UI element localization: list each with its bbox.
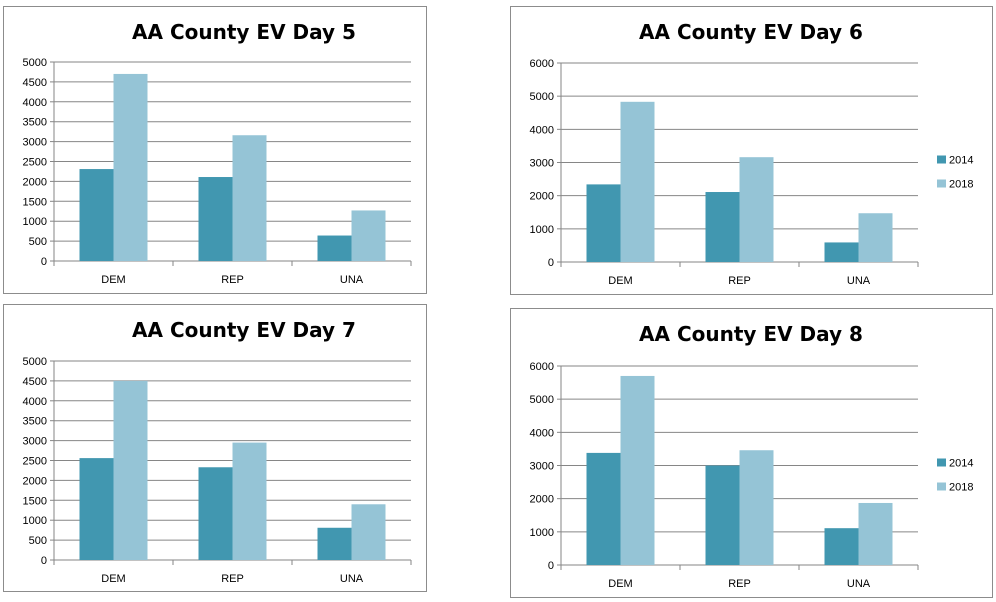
y-tick-label: 5000 (23, 356, 47, 368)
y-tick-label: 3000 (530, 158, 554, 170)
bar-2018-dem (113, 73, 148, 261)
y-tick-label: 500 (29, 236, 47, 248)
legend-swatch-2018 (937, 482, 946, 491)
y-tick-label: 1500 (23, 196, 47, 208)
y-tick-label: 2000 (23, 176, 47, 188)
bar-2018-dem (620, 101, 655, 263)
legend-swatch-2014 (937, 155, 946, 164)
y-tick-label: 6000 (530, 58, 554, 70)
x-tick-label: DEM (608, 275, 632, 287)
x-tick-label: UNA (847, 578, 871, 590)
x-tick-label: DEM (608, 578, 632, 590)
bar-2018-rep (232, 135, 267, 261)
bar-2014-una (317, 527, 352, 560)
chart-title: AA County EV Day 5 (132, 20, 356, 44)
y-tick-label: 2000 (530, 494, 554, 506)
legend-label-2018: 2018 (949, 482, 973, 494)
y-tick-label: 4000 (23, 97, 47, 109)
y-tick-label: 2000 (530, 191, 554, 203)
x-tick-label: UNA (847, 275, 871, 287)
x-tick-label: DEM (101, 274, 125, 286)
y-tick-label: 0 (41, 256, 47, 268)
bar-2018-una (858, 213, 893, 262)
bar-2018-una (858, 502, 893, 565)
bar-2014-una (824, 528, 859, 565)
bar-2014-rep (705, 465, 740, 565)
chart-svg-day8: AA County EV Day 8 0 1000 2000 3000 4000 5000 6… (530, 322, 974, 590)
y-tick-label: 4500 (23, 77, 47, 89)
chart-panel-day6: AA County EV Day 6 0 1000 2000 3000 4000 5000 6… (510, 6, 993, 295)
bar-2014-dem (586, 452, 621, 565)
y-tick-label: 2000 (23, 475, 47, 487)
bar-2014-una (824, 242, 859, 262)
bar-2018-una (351, 504, 386, 560)
bar-2014-dem (586, 184, 621, 262)
y-tick-label: 3000 (530, 461, 554, 473)
chart-panel-day5: AA County EV Day 5 0 500 1000 1500 2000 2500 30… (3, 6, 427, 294)
y-tick-label: 3500 (23, 416, 47, 428)
y-tick-label: 3000 (23, 137, 47, 149)
x-tick-label: REP (728, 275, 751, 287)
bar-2018-dem (113, 380, 148, 560)
x-tick-label: DEM (101, 573, 125, 585)
legend-label-2014: 2014 (949, 155, 973, 167)
bar-2018-una (351, 210, 386, 261)
y-tick-label: 1000 (530, 224, 554, 236)
y-tick-label: 5000 (23, 57, 47, 69)
chart-svg-day6: AA County EV Day 6 0 1000 2000 3000 4000 5000 6… (530, 20, 974, 287)
y-tick-label: 4000 (23, 396, 47, 408)
y-tick-label: 0 (41, 555, 47, 567)
chart-title: AA County EV Day 6 (639, 20, 863, 44)
y-tick-label: 0 (548, 257, 554, 269)
y-tick-label: 1500 (23, 495, 47, 507)
y-tick-label: 0 (548, 560, 554, 572)
chart-title: AA County EV Day 8 (639, 322, 863, 346)
x-tick-label: UNA (340, 573, 364, 585)
y-tick-label: 4500 (23, 376, 47, 388)
y-tick-label: 500 (29, 535, 47, 547)
y-tick-label: 3500 (23, 117, 47, 129)
legend-swatch-2014 (937, 458, 946, 467)
chart-panel-day7: AA County EV Day 7 0 500 1000 1500 2000 2500 30… (3, 304, 427, 592)
bar-2014-dem (79, 458, 114, 560)
bar-2018-rep (739, 450, 774, 565)
x-tick-label: UNA (340, 274, 364, 286)
bar-2018-rep (232, 442, 267, 560)
y-tick-label: 2500 (23, 456, 47, 468)
y-tick-label: 2500 (23, 157, 47, 169)
chart-svg-day7: AA County EV Day 7 0 500 1000 1500 2000 2500 30… (23, 318, 412, 585)
x-tick-label: REP (221, 274, 244, 286)
legend-label-2014: 2014 (949, 458, 973, 470)
bar-2018-rep (739, 157, 774, 262)
y-tick-label: 1000 (530, 527, 554, 539)
bar-2014-rep (198, 467, 233, 560)
y-tick-label: 6000 (530, 361, 554, 373)
bar-2018-dem (620, 375, 655, 565)
chart-svg-day5: AA County EV Day 5 0 500 1000 1500 2000 2500 30… (23, 20, 412, 286)
y-tick-label: 1000 (23, 216, 47, 228)
y-tick-label: 3000 (23, 436, 47, 448)
y-tick-label: 5000 (530, 394, 554, 406)
y-tick-label: 5000 (530, 91, 554, 103)
chart-title: AA County EV Day 7 (132, 318, 356, 342)
legend-label-2018: 2018 (949, 179, 973, 191)
x-tick-label: REP (221, 573, 244, 585)
legend-swatch-2018 (937, 179, 946, 188)
bar-2014-rep (198, 177, 233, 261)
y-tick-label: 4000 (530, 124, 554, 136)
x-tick-label: REP (728, 578, 751, 590)
y-tick-label: 4000 (530, 427, 554, 439)
bar-2014-rep (705, 192, 740, 262)
bar-2014-dem (79, 169, 114, 261)
bar-2014-una (317, 235, 352, 261)
chart-panel-day8: AA County EV Day 8 0 1000 2000 3000 4000 5000 6… (510, 308, 993, 598)
y-tick-label: 1000 (23, 515, 47, 527)
